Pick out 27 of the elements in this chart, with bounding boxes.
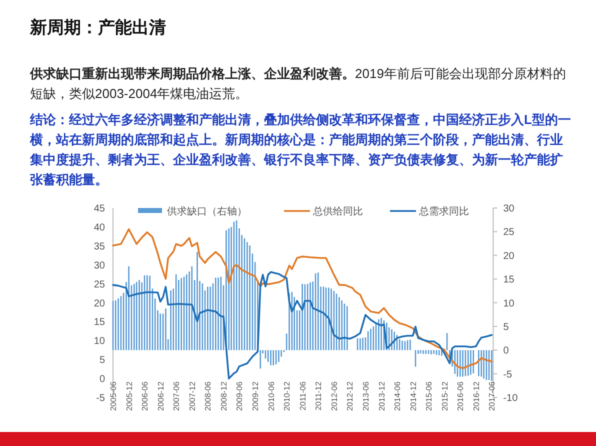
y-tick-label: 35: [94, 241, 106, 252]
legend-label: 总供给同比: [312, 206, 363, 218]
y-tick-label: 20: [94, 298, 106, 310]
title: 新周期：产能出清: [30, 17, 166, 39]
y2-tick-label: 30: [503, 204, 515, 214]
axis-x: 2005-06 2005-12 2006-06 2006-12 2007-06 2007-12 2008-06 2008-12 2009-06 2009-12 2010-06 2010-12 2011-06 2011-12 2012-06 2012-12 2013-06 2013-12 2014-06 2014-12 2015-06 2015-12 2016-06 2016-12 2017-06: [109, 382, 497, 411]
y-tick-label: 45: [94, 204, 106, 214]
legend-label: 供求缺口（右轴）: [167, 206, 247, 218]
y-tick-label: 15: [94, 317, 106, 328]
y-tick-label: 5: [99, 355, 106, 366]
annotation: 供求缺口重新出现带来周期品价格上涨、企业盈利改善。2019年前后可能会出现部分原材料的短缺，类似2003-2004年煤电油运荒。: [30, 65, 567, 103]
y-tick-label: 40: [94, 222, 106, 234]
y2-tick-label: 10: [503, 298, 515, 310]
y2-tick-label: 25: [503, 227, 515, 238]
y2-tick-label: 15: [503, 274, 515, 286]
y-tick-label: 10: [94, 336, 106, 348]
annotation: 结论：经过六年多经济调整和产能出清，叠加供给侧改革和环保督查，中国经济正步入L型的一横，站在新周期的底部和起点上。新周期的核心是：产能周期的第三个阶段，产能出清、行业集中度提升、剩者为王、企业盈利改善、银行不良率下降、资产负债表修复、为新一轮产能扩张蓄积能量。: [30, 111, 572, 189]
y2-tick-label: -10: [503, 393, 518, 404]
y-tick-label: -5: [96, 393, 106, 404]
y2-tick-label: 0: [503, 346, 510, 357]
y2-tick-label: -5: [503, 369, 513, 380]
y-tick-label: 25: [94, 279, 106, 290]
y2-tick-label: 5: [503, 322, 510, 333]
y-tick-label: 30: [94, 260, 106, 272]
legend-label: 总需求同比: [418, 206, 469, 218]
y-tick-label: 0: [99, 374, 106, 386]
y2-tick-label: 20: [503, 250, 515, 262]
